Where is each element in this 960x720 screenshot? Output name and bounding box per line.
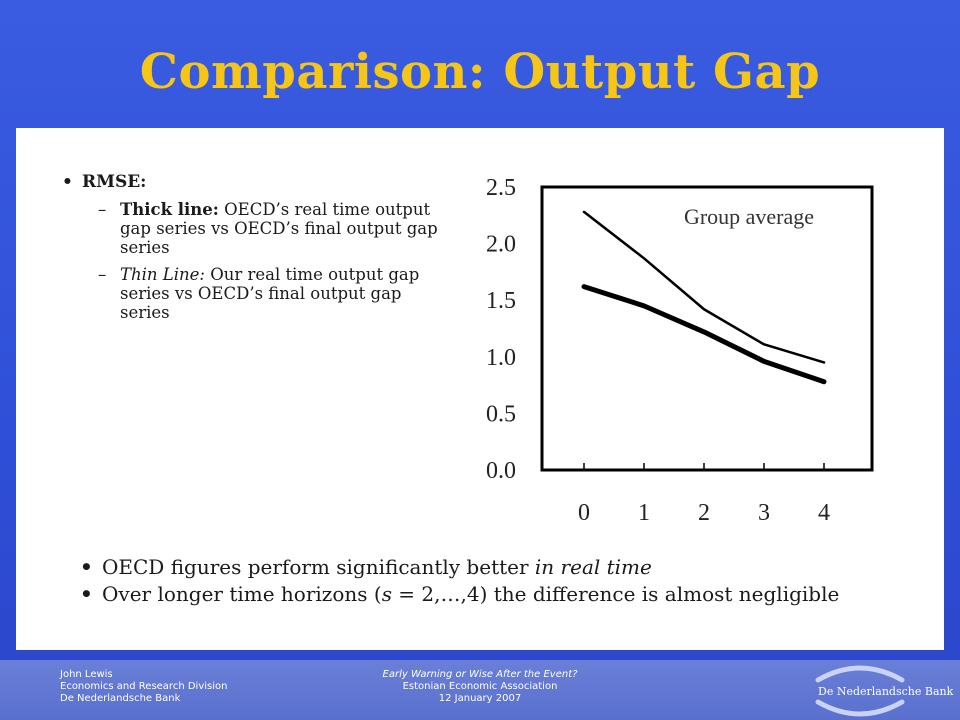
footer-venue: Estonian Economic Association	[402, 681, 558, 692]
sub-bullet-text: Thin Line: Our real time output gap seri…	[120, 265, 438, 322]
sub-bullet-text: Thick line: OECD’s real time output gap …	[120, 200, 438, 257]
b2-italic: s	[381, 582, 392, 606]
sub-bullet-thick: – Thick line: OECD’s real time output ga…	[98, 200, 456, 257]
y-tick-label: 1.5	[486, 288, 516, 314]
bullet-text: OECD figures perform significantly bette…	[102, 556, 652, 579]
thin-line-desc: Our real time output gap series vs OECD’…	[120, 265, 420, 322]
x-tick-label: 1	[638, 500, 650, 526]
thin-line-label: Thin Line:	[120, 265, 205, 284]
bullet-rmse: • RMSE:	[56, 172, 456, 192]
rmse-heading: RMSE:	[82, 172, 147, 192]
top-bullet-list: • RMSE: – Thick line: OECD’s real time o…	[56, 172, 456, 322]
bullet-text: Over longer time horizons (s = 2,…,4) th…	[102, 583, 839, 606]
footer-center: Early Warning or Wise After the Event? E…	[330, 669, 630, 705]
b2-pre: Over longer time horizons (	[102, 582, 382, 606]
footer-bar: John Lewis Economics and Research Divisi…	[0, 660, 960, 720]
bullet-longer-horizons: • Over longer time horizons (s = 2,…,4) …	[80, 583, 920, 606]
thick-series-line	[581, 284, 827, 385]
footer-bank: De Nederlandsche Bank	[60, 693, 181, 704]
footer-talk-title: Early Warning or Wise After the Event?	[382, 669, 578, 680]
y-tick-label: 0.5	[486, 401, 516, 427]
b2-post: = 2,…,4) the difference is almost neglig…	[391, 582, 840, 606]
chart-frame	[540, 185, 874, 472]
footer-division: Economics and Research Division	[60, 681, 228, 692]
thin-series-line	[582, 210, 826, 364]
dash-marker: –	[98, 200, 107, 219]
sub-bullet-thin: – Thin Line: Our real time output gap se…	[98, 265, 456, 322]
y-tick-label: 2.0	[486, 232, 516, 258]
footer-left: John Lewis Economics and Research Divisi…	[60, 669, 227, 705]
chart-title: Group average	[684, 204, 814, 229]
x-tick-label: 2	[698, 500, 710, 526]
dnb-logo-icon	[815, 665, 905, 717]
y-tick-label: 2.5	[486, 175, 516, 201]
bullet-dot: •	[80, 582, 93, 606]
thick-line-desc: OECD’s real time output gap series vs OE…	[120, 200, 438, 257]
x-tick-label: 0	[578, 500, 590, 526]
b1-italic: in real time	[534, 555, 652, 579]
slide-title: Comparison: Output Gap	[139, 44, 821, 100]
bullet-dot: •	[80, 555, 93, 579]
footer-date: 12 January 2007	[438, 693, 522, 704]
logo-text: De Nederlandsche Bank	[818, 685, 954, 698]
y-tick-label: 0.0	[486, 458, 516, 484]
b1-text: OECD figures perform significantly bette…	[102, 555, 535, 579]
bullet-real-time: • OECD figures perform significantly bet…	[80, 556, 920, 579]
footer-author: John Lewis	[60, 669, 113, 680]
thick-line-label: Thick line:	[120, 200, 219, 219]
x-tick-label: 3	[758, 500, 770, 526]
content-panel: • RMSE: – Thick line: OECD’s real time o…	[16, 128, 944, 650]
dash-marker: –	[98, 265, 107, 284]
rmse-chart: Group average 0.0 0.5 1.0 1.5 2.0 2.5 0 1 2 3 4	[486, 175, 874, 526]
x-tick-label: 4	[818, 500, 830, 526]
y-tick-label: 1.0	[486, 345, 516, 371]
bullet-dot: •	[62, 172, 73, 192]
bottom-bullet-list: • OECD figures perform significantly bet…	[80, 556, 920, 610]
